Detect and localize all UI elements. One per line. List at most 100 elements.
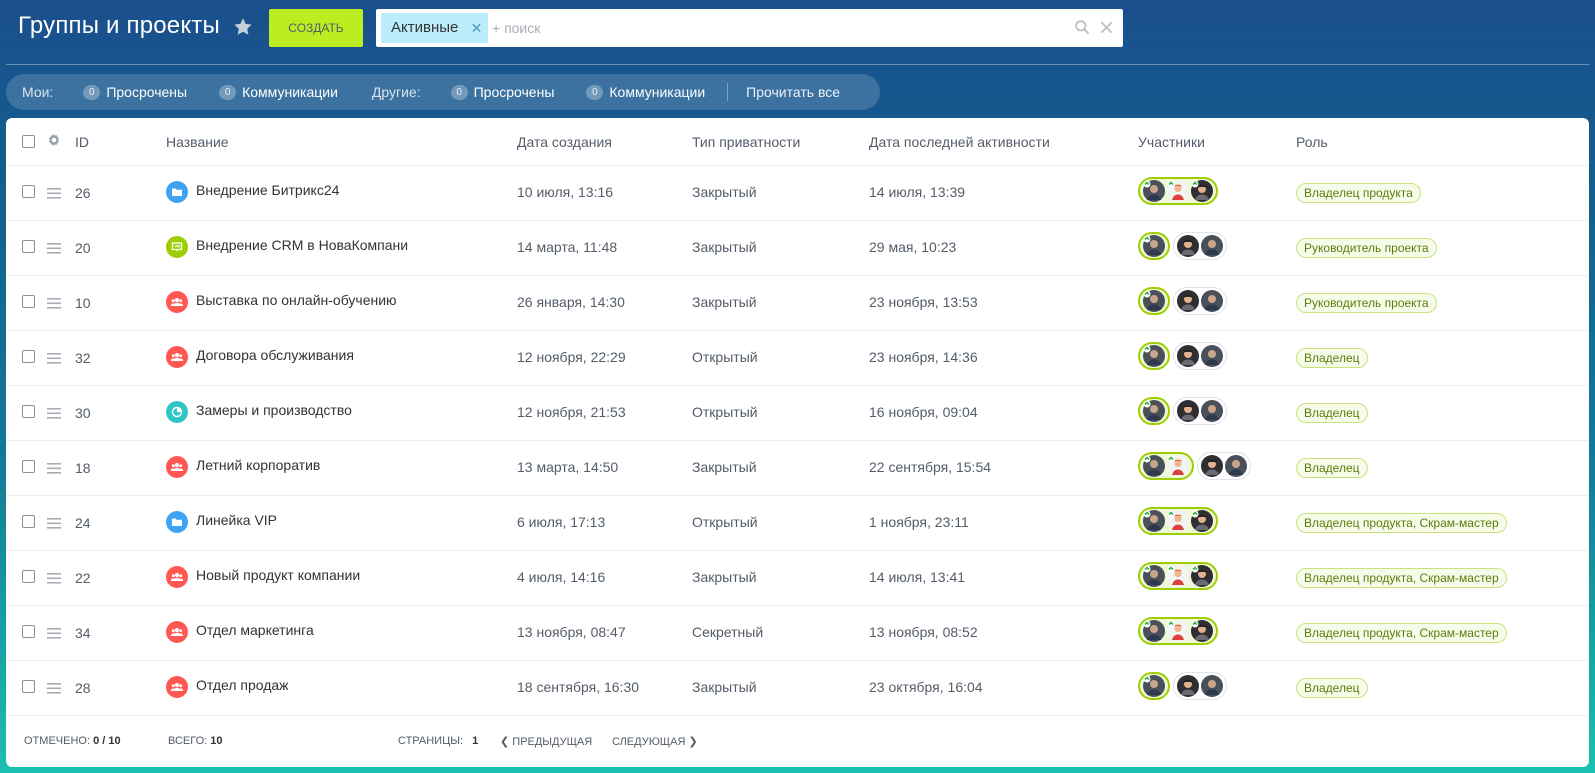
table-row[interactable]: 26 Внедрение Битрикс24 10 июля, 13:16 Закры… [6,166,1589,221]
create-button[interactable]: Создать [269,9,363,47]
members-group[interactable] [1173,287,1227,315]
column-role[interactable]: Роль [1296,134,1328,150]
column-name[interactable]: Название [166,134,229,150]
avatar[interactable] [1201,345,1223,367]
column-created[interactable]: Дата создания [517,134,612,150]
avatar[interactable] [1143,290,1165,312]
avatar[interactable] [1167,455,1189,477]
row-checkbox[interactable] [22,515,35,528]
avatar[interactable] [1201,455,1223,477]
drag-handle-icon[interactable] [47,628,61,639]
members-group[interactable] [1173,672,1227,700]
read-all-button[interactable]: Прочитать все [746,84,841,100]
table-row[interactable]: 24 Линейка VIP 6 июля, 17:13 Открытый 1 нояб… [6,496,1589,551]
counter-others-communications[interactable]: 0 Коммуникации [586,84,705,100]
table-row[interactable]: 32 Договора обслуживания 12 ноября, 22:29 О… [6,331,1589,386]
avatar[interactable] [1143,675,1165,697]
row-checkbox[interactable] [22,680,35,693]
owners-group[interactable] [1138,672,1170,700]
drag-handle-icon[interactable] [47,298,61,309]
counter-mine-overdue[interactable]: 0 Просрочены [83,84,187,100]
column-id[interactable]: ID [75,134,89,150]
owners-group[interactable] [1138,342,1170,370]
row-checkbox[interactable] [22,405,35,418]
row-checkbox[interactable] [22,350,35,363]
row-checkbox[interactable] [22,460,35,473]
avatar[interactable] [1177,235,1199,257]
filter-chip[interactable]: Активные ✕ [381,13,489,43]
search-box[interactable]: Активные ✕ [376,9,1123,47]
avatar[interactable] [1143,565,1165,587]
avatar[interactable] [1191,180,1213,202]
select-all-checkbox[interactable] [22,135,35,148]
column-privacy[interactable]: Тип приватности [692,134,801,150]
table-row[interactable]: 34 Отдел маркетинга 13 ноября, 08:47 Секрет… [6,606,1589,661]
drag-handle-icon[interactable] [47,518,61,529]
group-name-link[interactable]: Внедрение CRM в НоваКомпани [196,237,409,253]
owners-group[interactable] [1138,397,1170,425]
column-last-activity[interactable]: Дата последней активности [869,134,1050,150]
table-row[interactable]: 10 Выставка по онлайн-обучению 26 января, … [6,276,1589,331]
row-checkbox[interactable] [22,570,35,583]
row-checkbox[interactable] [22,240,35,253]
search-icon[interactable] [1074,19,1091,36]
gear-icon[interactable] [47,133,61,147]
avatar[interactable] [1191,620,1213,642]
counter-others-overdue[interactable]: 0 Просрочены [450,84,554,100]
drag-handle-icon[interactable] [47,573,61,584]
table-row[interactable]: 30 Замеры и производство 12 ноября, 21:53 О… [6,386,1589,441]
avatar[interactable] [1167,180,1189,202]
star-icon[interactable] [232,16,254,38]
members-group[interactable] [1173,232,1227,260]
avatar[interactable] [1191,510,1213,532]
owners-group[interactable] [1138,562,1218,590]
drag-handle-icon[interactable] [47,188,61,199]
avatar[interactable] [1177,675,1199,697]
group-name-link[interactable]: Замеры и производство [196,402,352,418]
members-group[interactable] [1173,397,1227,425]
group-name-link[interactable]: Выставка по онлайн-обучению [196,292,397,308]
drag-handle-icon[interactable] [47,463,61,474]
group-name-link[interactable]: Отдел продаж [196,677,289,693]
avatar[interactable] [1177,345,1199,367]
members-group[interactable] [1173,342,1227,370]
group-name-link[interactable]: Отдел маркетинга [196,622,314,638]
drag-handle-icon[interactable] [47,243,61,254]
avatar[interactable] [1143,345,1165,367]
avatar[interactable] [1143,455,1165,477]
row-checkbox[interactable] [22,295,35,308]
current-page[interactable]: 1 [472,735,479,747]
avatar[interactable] [1177,400,1199,422]
avatar[interactable] [1143,235,1165,257]
avatar[interactable] [1201,290,1223,312]
avatar[interactable] [1143,510,1165,532]
clear-icon[interactable] [1098,19,1115,36]
table-row[interactable]: 18 Летний корпоратив 13 марта, 14:50 Закрыт… [6,441,1589,496]
avatar[interactable] [1177,290,1199,312]
chip-close-icon[interactable]: ✕ [470,20,483,36]
group-name-link[interactable]: Договора обслуживания [196,347,354,363]
owners-group[interactable] [1138,232,1170,260]
group-name-link[interactable]: Линейка VIP [196,512,278,528]
row-checkbox[interactable] [22,625,35,638]
group-name-link[interactable]: Новый продукт компании [196,567,361,583]
counter-mine-communications[interactable]: 0 Коммуникации [219,84,338,100]
next-page-button[interactable]: Следующая ❯ [612,735,698,748]
table-row[interactable]: 22 Новый продукт компании 4 июля, 14:16 Зак… [6,551,1589,606]
group-name-link[interactable]: Летний корпоратив [196,457,321,473]
group-name-link[interactable]: Внедрение Битрикс24 [196,182,340,198]
avatar[interactable] [1167,565,1189,587]
owners-group[interactable] [1138,287,1170,315]
avatar[interactable] [1167,510,1189,532]
avatar[interactable] [1143,620,1165,642]
avatar[interactable] [1167,620,1189,642]
table-row[interactable]: 20 Внедрение CRM в НоваКомпани 14 марта, 1… [6,221,1589,276]
owners-group[interactable] [1138,617,1218,645]
search-input[interactable] [492,13,1032,43]
owners-group[interactable] [1138,507,1218,535]
avatar[interactable] [1201,235,1223,257]
drag-handle-icon[interactable] [47,353,61,364]
table-row[interactable]: 28 Отдел продаж 18 сентября, 16:30 Закрытый… [6,661,1589,716]
prev-page-button[interactable]: ❮ Предыдущая [500,735,592,748]
drag-handle-icon[interactable] [47,683,61,694]
